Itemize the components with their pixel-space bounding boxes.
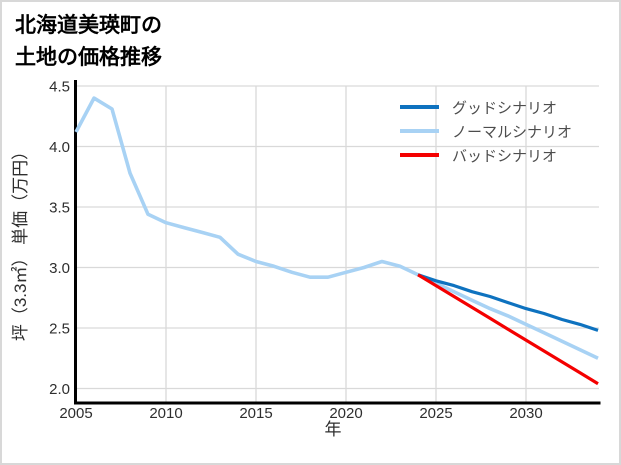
legend-item-bad-scenario: バッドシナリオ <box>400 143 572 167</box>
normal-scenario-line-swatch <box>400 129 439 133</box>
y-tick-label: 2.5 <box>49 321 70 338</box>
series-line-bad-scenario <box>417 273 599 386</box>
legend-item-normal-scenario: ノーマルシナリオ <box>400 119 572 143</box>
series-line-normal-scenario <box>74 96 599 360</box>
x-tick-label: 2025 <box>419 405 452 422</box>
y-tick-label: 4.0 <box>49 139 70 156</box>
chart-title: 北海道美瑛町の 土地の価格推移 <box>15 14 162 69</box>
chart-legend: グッドシナリオ ノーマルシナリオ バッドシナリオ <box>400 95 572 167</box>
x-tick-label: 2015 <box>239 405 272 422</box>
legend-item-good-scenario: グッドシナリオ <box>400 95 572 119</box>
x-tick-label: 2020 <box>329 405 362 422</box>
good-scenario-line-swatch <box>400 105 439 109</box>
y-axis-title: 坪（3.3㎡） 単価（万円） <box>11 143 30 341</box>
series-line-good-scenario <box>417 273 599 332</box>
bad-scenario-line-swatch <box>400 153 439 157</box>
x-tick-label: 2030 <box>509 405 542 422</box>
x-tick-label: 2005 <box>59 405 92 422</box>
x-axis-title: 年 <box>325 420 342 439</box>
y-tick-label: 4.5 <box>49 79 70 96</box>
legend-label-normal-scenario: ノーマルシナリオ <box>452 123 573 141</box>
legend-label-good-scenario: グッドシナリオ <box>452 99 558 117</box>
x-tick-label: 2010 <box>149 405 182 422</box>
legend-label-bad-scenario: バッドシナリオ <box>452 147 558 165</box>
y-tick-label: 2.0 <box>49 381 70 398</box>
y-tick-label: 3.0 <box>49 260 70 277</box>
y-tick-label: 3.5 <box>49 200 70 217</box>
